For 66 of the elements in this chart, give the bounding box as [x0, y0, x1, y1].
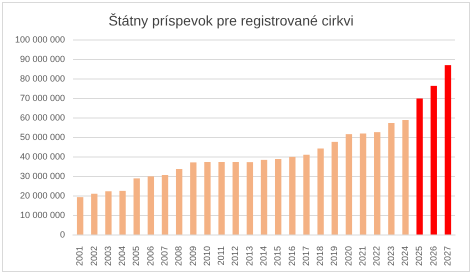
- bar: [388, 122, 395, 234]
- x-tick-label: 2018: [315, 246, 326, 266]
- bar: [274, 159, 282, 234]
- bar: [346, 134, 352, 234]
- bar: [374, 132, 380, 234]
- x-tick-label: 2023: [386, 246, 396, 266]
- bar: [76, 197, 84, 234]
- y-tick-label: 70 000 000: [20, 92, 66, 103]
- bar: [246, 162, 254, 234]
- x-tick-label: 2003: [102, 246, 113, 266]
- bar: [148, 176, 154, 234]
- chart-title: Štátny príspevok pre registrované cirkvi: [108, 12, 354, 28]
- y-tick-label: 90 000 000: [20, 54, 66, 64]
- bar: [176, 169, 182, 234]
- x-tick-label: 2017: [300, 246, 311, 266]
- bar: [444, 65, 452, 234]
- x-tick-label: 2014: [258, 246, 269, 266]
- bar: [303, 154, 310, 234]
- bar: [232, 162, 239, 234]
- bar: [289, 156, 296, 234]
- x-tick-label: 2006: [145, 246, 156, 266]
- bar: [162, 175, 168, 234]
- x-tick-label: 2007: [159, 246, 170, 266]
- bar: [402, 120, 409, 234]
- bar: [119, 190, 126, 234]
- x-tick-label: 2016: [286, 246, 297, 266]
- x-tick-label: 2027: [442, 246, 452, 266]
- bar: [332, 142, 338, 234]
- bar: [317, 148, 324, 234]
- x-tick-label: 2011: [216, 246, 226, 266]
- x-tick-label: 2004: [117, 246, 128, 266]
- y-tick-label: 50 000 000: [20, 132, 66, 142]
- y-tick-label: 100 000 000: [14, 34, 66, 44]
- y-tick-label: 20 000 000: [20, 190, 66, 200]
- bar: [218, 162, 225, 234]
- bar: [416, 98, 423, 234]
- y-tick-label: 40 000 000: [20, 151, 66, 162]
- bar: [204, 162, 211, 234]
- x-tick-label: 2009: [188, 246, 198, 266]
- x-tick-label: 2005: [131, 246, 142, 266]
- bar: [134, 178, 140, 234]
- x-tick-label: 2026: [428, 246, 438, 266]
- bar: [360, 133, 366, 234]
- x-tick-label: 2024: [400, 246, 410, 266]
- x-tick-label: 2013: [244, 246, 254, 266]
- x-tick-label: 2015: [272, 246, 283, 266]
- bar: [430, 86, 437, 234]
- y-tick-label: 10 000 000: [20, 210, 66, 220]
- x-tick-label: 2012: [230, 246, 240, 266]
- x-tick-label: 2002: [88, 246, 99, 266]
- x-tick-label: 2010: [202, 246, 212, 266]
- y-tick-label: 30 000 000: [20, 170, 66, 181]
- y-tick-label: 80 000 000: [20, 73, 66, 84]
- x-tick-label: 2019: [329, 246, 340, 266]
- x-tick-label: 2025: [414, 246, 424, 266]
- x-tick-label: 2020: [343, 246, 354, 266]
- x-tick-label: 2001: [74, 246, 85, 266]
- x-tick-label: 2008: [174, 246, 184, 266]
- x-tick-label: 2021: [358, 246, 368, 266]
- y-tick-label: 0: [60, 229, 66, 240]
- y-tick-label: 60 000 000: [20, 112, 66, 122]
- x-tick-label: 2022: [372, 246, 382, 266]
- bar: [105, 191, 112, 234]
- bar: [260, 160, 268, 234]
- bar: [190, 162, 196, 234]
- bar: [91, 194, 98, 234]
